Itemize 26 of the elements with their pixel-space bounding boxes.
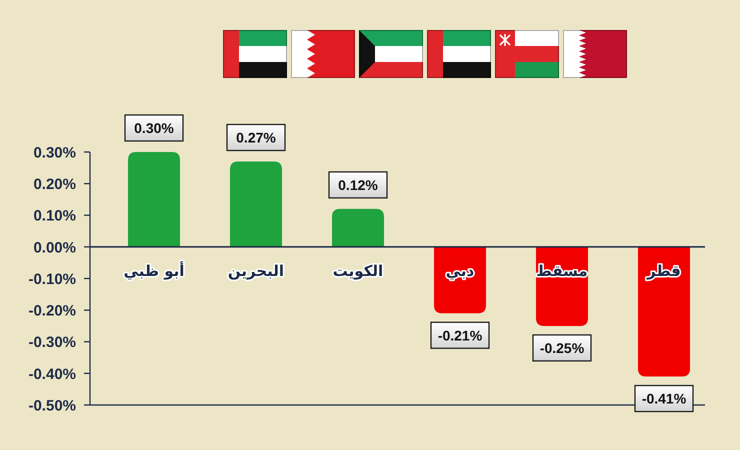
data-label: -0.41% (642, 390, 687, 407)
data-label: 0.30% (134, 120, 174, 136)
y-tick-label: -0.50% (28, 397, 76, 414)
x-tick-label: دبي (446, 262, 475, 280)
data-label: 0.12% (338, 176, 378, 193)
data-label: -0.21% (438, 327, 483, 344)
x-tick-label: مسقط (536, 262, 588, 280)
data-label: 0.27% (236, 130, 276, 146)
y-tick-label: -0.40% (28, 366, 76, 383)
y-tick-label: -0.20% (28, 302, 76, 320)
bar (434, 246, 486, 314)
bar (332, 208, 384, 247)
x-tick-label: أبو ظبي (124, 260, 184, 280)
y-tick-label: 0.10% (33, 208, 76, 225)
x-tick-label: البحرين (228, 262, 284, 280)
x-tick-label: الكويت (332, 262, 384, 280)
bar (230, 161, 282, 247)
y-tick-label: -0.30% (28, 334, 76, 352)
y-tick-label: 0.30% (33, 144, 76, 162)
bar (128, 152, 180, 247)
y-tick-label: 0.20% (33, 176, 76, 194)
bar (638, 246, 690, 377)
x-tick-label: قطر (646, 262, 681, 280)
y-tick-label: 0.00% (33, 239, 76, 256)
data-label: -0.25% (540, 340, 585, 356)
y-tick-label: -0.10% (28, 270, 76, 288)
